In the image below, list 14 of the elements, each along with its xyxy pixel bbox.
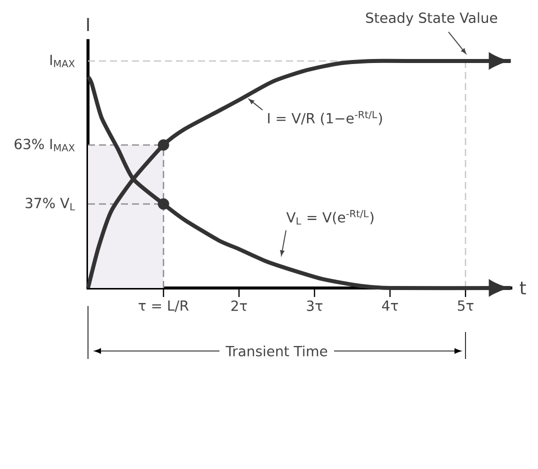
annotation: I = V/R (1−e$^{-Rt/L}$) [268, 110, 382, 126]
x-tick-label: 3τ [306, 300, 322, 312]
text: Transient Time [226, 346, 328, 356]
x-tick-label: 5τ [458, 300, 474, 311]
x-tick-label: 4τ [382, 300, 398, 311]
x-tick-label: τ = L/R [138, 300, 189, 312]
y-axis-title: I [87, 18, 89, 32]
y-tick-label: 37% V$_{L}$ [26, 198, 75, 210]
annotation: V$_{L}$ = V(e$^{-Rt/L}$) [286, 210, 374, 225]
x-tick-label: 2τ [231, 300, 247, 311]
y-tick-label: 63% I$_{MAX}$ [14, 138, 75, 152]
annotation: Steady State Value [366, 12, 498, 26]
x-axis-title: t [520, 282, 526, 294]
y-tick-label: I$_{MAX}$ [50, 54, 75, 68]
